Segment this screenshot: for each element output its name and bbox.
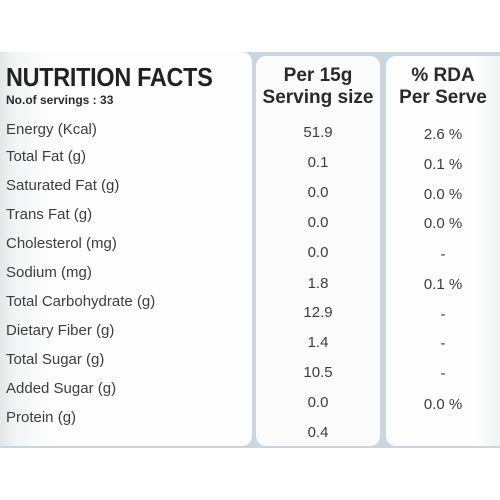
row-label-protein: Protein (g) — [6, 409, 77, 426]
row-rda-sodium: 0.1 % — [423, 276, 463, 293]
nutrient-names-panel — [0, 52, 252, 446]
row-value-protein: 0.4 — [307, 424, 329, 441]
per-serving-header: Per 15g Serving size — [256, 65, 380, 109]
row-value-sodium: 1.8 — [307, 275, 329, 292]
row-value-trans-fat: 0.0 — [307, 214, 329, 231]
label-title: NUTRITION FACTS — [6, 62, 213, 92]
servings-count: No.of servings : 33 — [6, 93, 114, 107]
row-rda-total-fat: 0.1 % — [423, 156, 463, 173]
row-label-saturated-fat: Saturated Fat (g) — [6, 177, 120, 194]
row-label-energy: Energy (Kcal) — [6, 121, 97, 138]
row-label-dietary-fiber: Dietary Fiber (g) — [6, 322, 115, 339]
row-value-energy: 51.9 — [303, 124, 333, 141]
row-rda-trans-fat: 0.0 % — [423, 215, 463, 232]
rda-header-line1: % RDA — [411, 65, 475, 86]
rda-header-line2: Per Serve — [399, 87, 487, 108]
per-serving-panel — [256, 56, 380, 446]
row-rda-total-carbohydrate: - — [440, 306, 446, 323]
row-rda-dietary-fiber: - — [440, 335, 446, 352]
row-value-dietary-fiber: 1.4 — [307, 334, 329, 351]
rda-panel — [386, 56, 500, 446]
row-rda-energy: 2.6 % — [423, 126, 463, 143]
row-value-added-sugar: 0.0 — [307, 394, 329, 411]
row-label-cholesterol: Cholesterol (mg) — [6, 235, 117, 252]
row-rda-saturated-fat: 0.0 % — [423, 186, 463, 203]
row-rda-total-sugar: - — [440, 365, 446, 382]
row-label-total-carbohydrate: Total Carbohydrate (g) — [6, 293, 156, 310]
row-value-cholesterol: 0.0 — [307, 244, 329, 261]
row-label-total-sugar: Total Sugar (g) — [6, 351, 105, 368]
row-label-sodium: Sodium (mg) — [6, 264, 92, 281]
row-rda-added-sugar: 0.0 % — [423, 396, 463, 413]
rda-header: % RDA Per Serve — [386, 65, 500, 109]
row-value-total-carbohydrate: 12.9 — [303, 304, 333, 321]
row-label-added-sugar: Added Sugar (g) — [6, 380, 117, 397]
row-value-saturated-fat: 0.0 — [307, 184, 329, 201]
row-value-total-fat: 0.1 — [307, 154, 329, 171]
row-rda-cholesterol: - — [440, 246, 446, 263]
row-value-total-sugar: 10.5 — [303, 364, 333, 381]
row-label-trans-fat: Trans Fat (g) — [6, 206, 93, 223]
per-serving-header-line1: Per 15g — [283, 65, 353, 86]
row-label-total-fat: Total Fat (g) — [6, 148, 87, 165]
per-serving-header-line2: Serving size — [262, 87, 374, 108]
